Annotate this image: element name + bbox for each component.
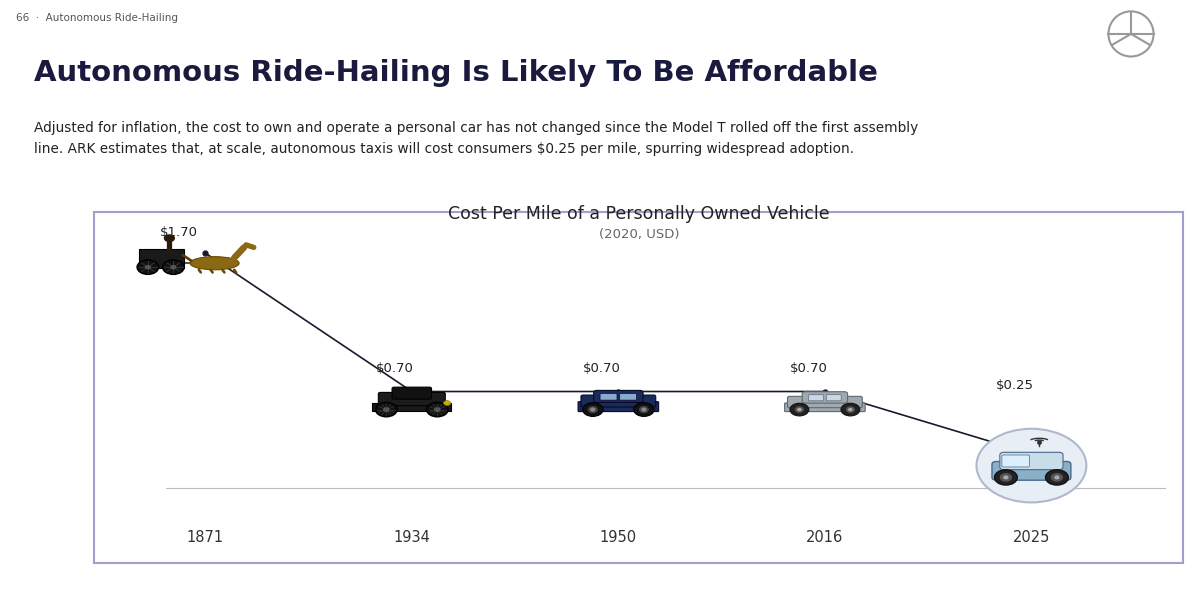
Circle shape (841, 403, 860, 416)
FancyBboxPatch shape (378, 392, 445, 406)
FancyBboxPatch shape (578, 402, 659, 412)
Text: 2025: 2025 (1013, 530, 1050, 545)
Ellipse shape (377, 404, 396, 409)
FancyBboxPatch shape (802, 392, 847, 403)
Circle shape (977, 429, 1086, 503)
Text: $0.25: $0.25 (996, 379, 1034, 392)
Text: 2016: 2016 (806, 530, 844, 545)
Circle shape (583, 403, 604, 417)
Circle shape (434, 408, 440, 411)
Circle shape (798, 408, 800, 411)
Circle shape (796, 407, 803, 412)
Circle shape (162, 260, 184, 274)
FancyBboxPatch shape (581, 395, 655, 407)
FancyBboxPatch shape (1002, 455, 1030, 467)
Circle shape (1004, 476, 1008, 478)
Circle shape (384, 408, 389, 411)
FancyBboxPatch shape (600, 394, 617, 400)
Circle shape (1001, 474, 1012, 481)
Circle shape (846, 407, 854, 412)
Text: $0.70: $0.70 (377, 362, 414, 375)
Ellipse shape (190, 257, 239, 270)
Circle shape (995, 470, 1018, 485)
Text: (2020, USD): (2020, USD) (599, 228, 679, 241)
Text: $0.70: $0.70 (790, 362, 827, 375)
FancyBboxPatch shape (619, 394, 637, 400)
FancyBboxPatch shape (594, 391, 643, 402)
FancyBboxPatch shape (785, 403, 865, 412)
Circle shape (376, 402, 397, 417)
Text: 66  ·  Autonomous Ride-Hailing: 66 · Autonomous Ride-Hailing (16, 13, 178, 23)
Circle shape (164, 235, 174, 241)
Circle shape (172, 266, 175, 268)
Text: $0.70: $0.70 (583, 362, 620, 375)
Circle shape (426, 402, 448, 417)
FancyBboxPatch shape (809, 395, 823, 401)
Circle shape (848, 408, 852, 411)
FancyBboxPatch shape (827, 395, 841, 401)
FancyBboxPatch shape (372, 403, 451, 411)
Text: Cost Per Mile of a Personally Owned Vehicle: Cost Per Mile of a Personally Owned Vehi… (448, 205, 830, 222)
Circle shape (588, 407, 598, 412)
Circle shape (642, 408, 646, 411)
Text: Adjusted for inflation, the cost to own and operate a personal car has not chang: Adjusted for inflation, the cost to own … (34, 121, 918, 156)
Circle shape (137, 260, 158, 274)
Text: $1.70: $1.70 (160, 226, 198, 239)
Text: 1934: 1934 (394, 530, 431, 545)
FancyBboxPatch shape (992, 461, 1070, 480)
FancyBboxPatch shape (1000, 453, 1063, 470)
FancyBboxPatch shape (139, 250, 185, 268)
Text: Autonomous Ride-Hailing Is Likely To Be Affordable: Autonomous Ride-Hailing Is Likely To Be … (34, 59, 877, 87)
Circle shape (790, 403, 809, 416)
Circle shape (1045, 470, 1068, 485)
Circle shape (634, 403, 654, 417)
Circle shape (1051, 474, 1062, 481)
Ellipse shape (427, 404, 448, 409)
Circle shape (1055, 476, 1058, 478)
FancyBboxPatch shape (787, 396, 863, 408)
Circle shape (590, 408, 595, 411)
Circle shape (640, 407, 648, 412)
Circle shape (444, 401, 451, 405)
FancyBboxPatch shape (392, 387, 432, 399)
Text: 1871: 1871 (187, 530, 224, 545)
Circle shape (145, 266, 150, 268)
Text: 1950: 1950 (600, 530, 637, 545)
